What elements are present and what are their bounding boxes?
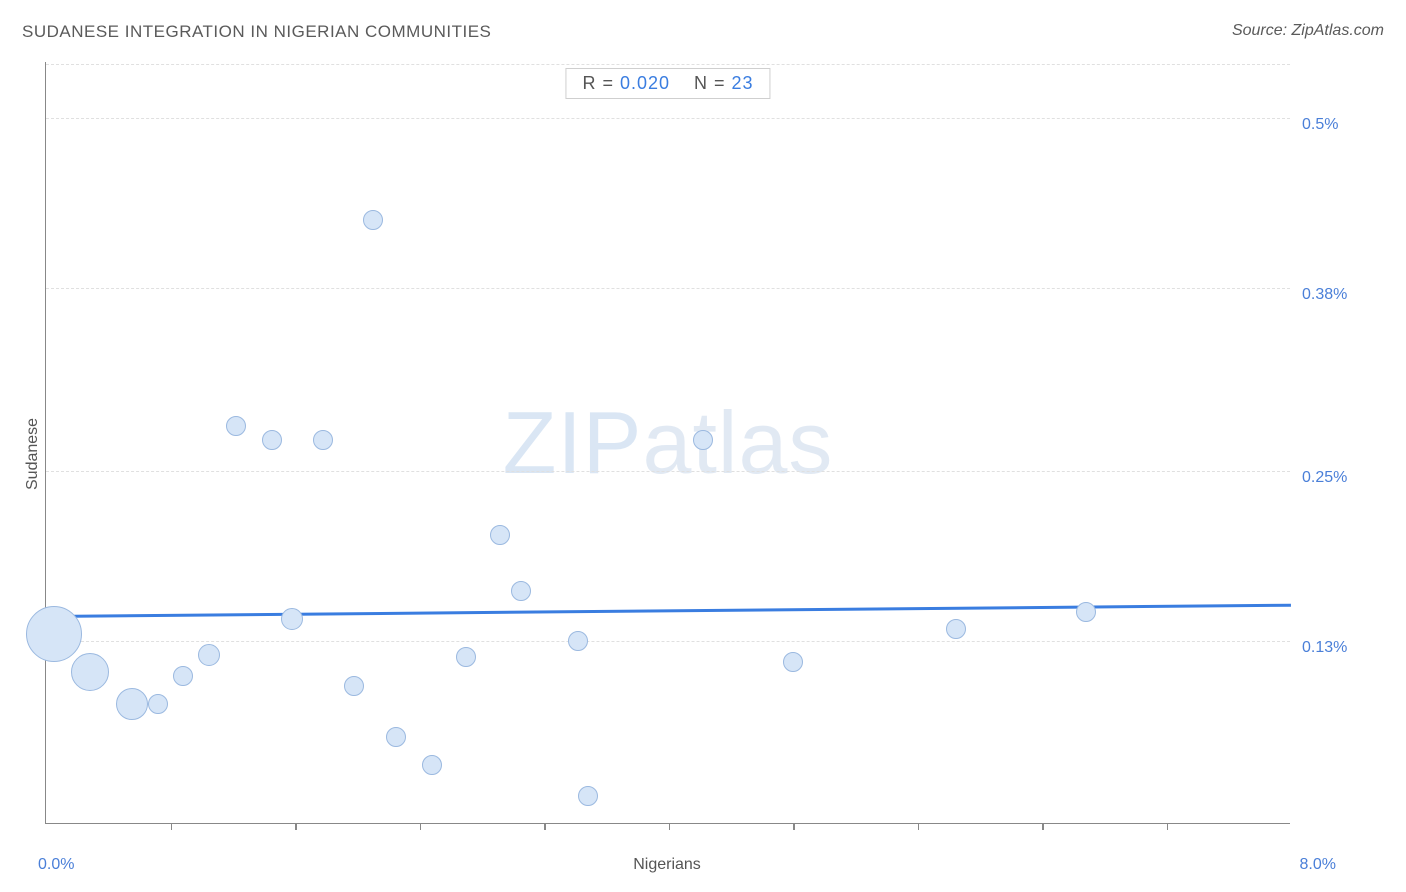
x-axis-label: Nigerians [633, 856, 701, 874]
x-tick [1167, 823, 1169, 830]
data-point [363, 210, 383, 230]
x-axis-max: 8.0% [1300, 856, 1336, 874]
data-point [71, 653, 109, 691]
data-point [693, 430, 713, 450]
gridline [46, 64, 1290, 65]
data-point [313, 430, 333, 450]
data-point [456, 647, 476, 667]
y-tick-label: 0.25% [1302, 469, 1347, 487]
data-point [946, 619, 966, 639]
data-point [422, 755, 442, 775]
x-tick [669, 823, 671, 830]
gridline [46, 288, 1290, 289]
y-tick-label: 0.5% [1302, 116, 1338, 134]
data-point [783, 652, 803, 672]
data-point [26, 606, 82, 662]
data-point [173, 666, 193, 686]
trendline [46, 604, 1291, 618]
stats-box: R = 0.020 N = 23 [565, 68, 770, 99]
scatter-plot-area: ZIPatlas R = 0.020 N = 23 [45, 62, 1290, 824]
data-point [386, 727, 406, 747]
y-axis-label: Sudanese [24, 418, 42, 490]
stat-n-label: N = [694, 73, 732, 93]
x-tick [295, 823, 297, 830]
x-tick [420, 823, 422, 830]
watermark-bold: ZIP [503, 393, 643, 492]
gridline [46, 471, 1290, 472]
y-tick-label: 0.38% [1302, 286, 1347, 304]
x-tick [1042, 823, 1044, 830]
source-attribution: Source: ZipAtlas.com [1232, 22, 1384, 40]
chart-title: SUDANESE INTEGRATION IN NIGERIAN COMMUNI… [22, 22, 491, 42]
data-point [226, 416, 246, 436]
data-point [198, 644, 220, 666]
data-point [262, 430, 282, 450]
x-tick [171, 823, 173, 830]
stat-r-label: R = [582, 73, 620, 93]
gridline [46, 641, 1290, 642]
data-point [344, 676, 364, 696]
x-axis-min: 0.0% [38, 856, 74, 874]
watermark-thin: atlas [643, 393, 834, 492]
y-tick-label: 0.13% [1302, 639, 1347, 657]
data-point [578, 786, 598, 806]
stat-n-value: 23 [732, 73, 754, 93]
watermark: ZIPatlas [503, 392, 834, 494]
x-tick [544, 823, 546, 830]
data-point [490, 525, 510, 545]
gridline [46, 118, 1290, 119]
x-tick [918, 823, 920, 830]
data-point [568, 631, 588, 651]
stat-r-value: 0.020 [620, 73, 670, 93]
data-point [116, 688, 148, 720]
data-point [281, 608, 303, 630]
data-point [511, 581, 531, 601]
data-point [148, 694, 168, 714]
data-point [1076, 602, 1096, 622]
x-tick [793, 823, 795, 830]
